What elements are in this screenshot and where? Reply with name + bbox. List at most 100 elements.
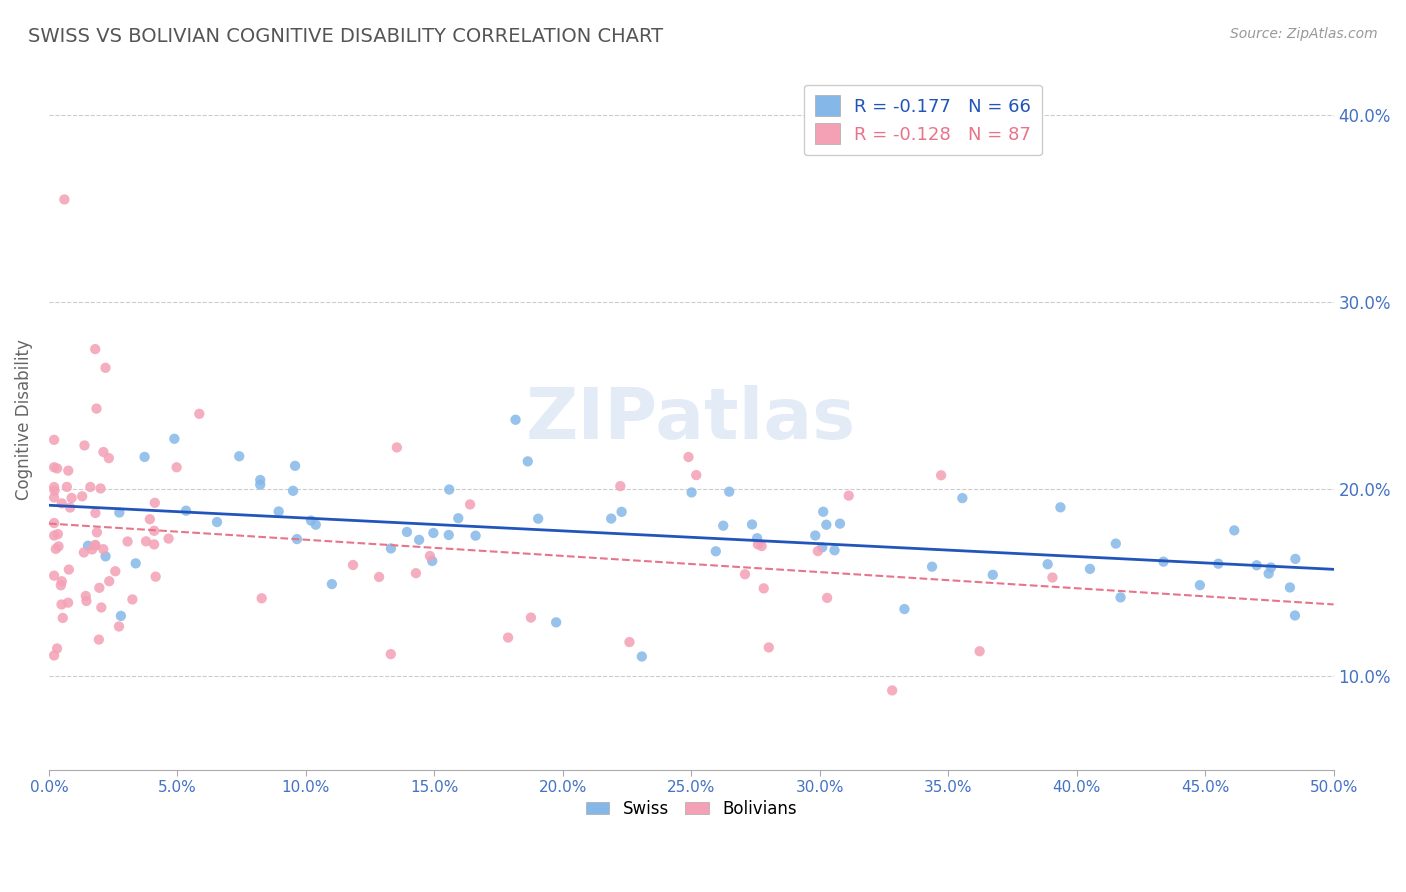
Point: [1260, 560, 1282, 574]
Point: [704, 544, 727, 558]
Point: [86, 525, 108, 540]
Point: [58, 563, 80, 577]
Point: [267, 504, 290, 518]
Point: [1284, 552, 1306, 566]
Point: [631, 649, 654, 664]
Point: [439, 483, 461, 497]
Point: [90, 482, 112, 496]
Point: [546, 615, 568, 630]
Point: [600, 511, 623, 525]
Point: [824, 543, 846, 558]
Point: [250, 591, 273, 606]
Point: [1223, 524, 1246, 538]
Point: [46, 461, 69, 475]
Point: [405, 566, 427, 581]
Point: [1105, 536, 1128, 550]
Point: [681, 485, 703, 500]
Point: [98, 574, 121, 589]
Point: [838, 489, 860, 503]
Point: [758, 640, 780, 655]
Point: [1208, 557, 1230, 571]
Point: [380, 541, 402, 556]
Point: [94, 549, 117, 564]
Legend: Swiss, Bolivians: Swiss, Bolivians: [579, 794, 803, 825]
Point: [1278, 581, 1301, 595]
Point: [42, 460, 65, 475]
Point: [94, 360, 117, 375]
Point: [166, 460, 188, 475]
Point: [1284, 608, 1306, 623]
Point: [969, 644, 991, 658]
Point: [121, 592, 143, 607]
Point: [228, 449, 250, 463]
Point: [249, 473, 271, 487]
Point: [299, 514, 322, 528]
Text: ZIPatlas: ZIPatlas: [526, 384, 856, 454]
Point: [305, 517, 328, 532]
Point: [929, 468, 952, 483]
Point: [82, 542, 104, 557]
Point: [751, 539, 773, 553]
Point: [321, 577, 343, 591]
Point: [1078, 562, 1101, 576]
Point: [60, 491, 83, 505]
Point: [380, 647, 402, 661]
Point: [163, 432, 186, 446]
Point: [711, 518, 734, 533]
Point: [505, 413, 527, 427]
Point: [249, 477, 271, 491]
Point: [678, 450, 700, 464]
Point: [73, 545, 96, 559]
Point: [79, 480, 101, 494]
Point: [143, 524, 166, 538]
Point: [828, 516, 851, 531]
Point: [815, 517, 838, 532]
Point: [104, 564, 127, 578]
Point: [408, 533, 430, 547]
Point: [174, 504, 197, 518]
Point: [51, 574, 73, 589]
Point: [422, 525, 444, 540]
Point: [447, 511, 470, 525]
Point: [1036, 558, 1059, 572]
Point: [496, 631, 519, 645]
Point: [42, 516, 65, 530]
Point: [134, 450, 156, 464]
Point: [921, 559, 943, 574]
Point: [143, 537, 166, 551]
Point: [741, 517, 763, 532]
Point: [51, 496, 73, 510]
Point: [1152, 555, 1174, 569]
Text: SWISS VS BOLIVIAN COGNITIVE DISABILITY CORRELATION CHART: SWISS VS BOLIVIAN COGNITIVE DISABILITY C…: [28, 27, 664, 45]
Point: [520, 610, 543, 624]
Point: [59, 500, 82, 515]
Point: [145, 569, 167, 583]
Point: [385, 441, 408, 455]
Point: [342, 558, 364, 572]
Point: [747, 537, 769, 551]
Point: [464, 529, 486, 543]
Point: [285, 532, 308, 546]
Point: [139, 512, 162, 526]
Point: [77, 539, 100, 553]
Point: [42, 528, 65, 542]
Point: [516, 454, 538, 468]
Point: [86, 401, 108, 416]
Point: [110, 608, 132, 623]
Point: [87, 632, 110, 647]
Point: [1246, 558, 1268, 573]
Point: [84, 538, 107, 552]
Point: [807, 544, 830, 558]
Point: [981, 567, 1004, 582]
Point: [610, 505, 633, 519]
Point: [815, 591, 838, 605]
Point: [437, 528, 460, 542]
Point: [718, 484, 741, 499]
Point: [56, 596, 79, 610]
Point: [685, 468, 707, 483]
Point: [70, 489, 93, 503]
Point: [53, 193, 76, 207]
Point: [747, 531, 769, 545]
Point: [811, 541, 834, 555]
Point: [73, 438, 96, 452]
